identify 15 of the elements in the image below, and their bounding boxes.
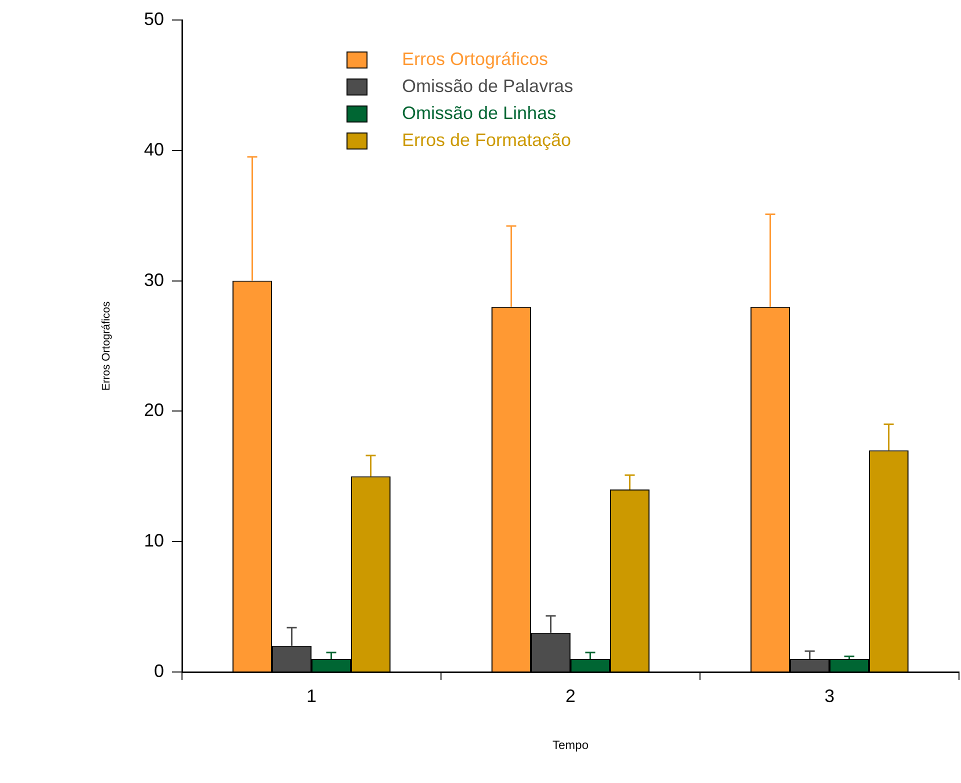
y-tick-label: 10 bbox=[144, 530, 164, 551]
x-tick-label: 2 bbox=[565, 686, 576, 706]
legend-label: Erros de Formatação bbox=[402, 130, 572, 150]
legend-label: Erros Ortográficos bbox=[402, 48, 548, 69]
y-tick-label: 30 bbox=[144, 270, 164, 290]
x-axis-title: Tempo bbox=[552, 738, 589, 752]
y-tick-label: 0 bbox=[154, 660, 164, 681]
y-tick-label: 50 bbox=[144, 8, 164, 29]
legend-label: Omissão de Linhas bbox=[402, 102, 556, 123]
legend-label: Omissão de Palavras bbox=[402, 76, 574, 96]
y-axis-title: Erros Ortográficos bbox=[100, 300, 113, 391]
x-tick-label: 3 bbox=[824, 686, 835, 706]
x-tick-label: 1 bbox=[306, 686, 317, 706]
y-tick-label: 20 bbox=[144, 400, 164, 420]
y-tick-label: 40 bbox=[144, 139, 164, 160]
